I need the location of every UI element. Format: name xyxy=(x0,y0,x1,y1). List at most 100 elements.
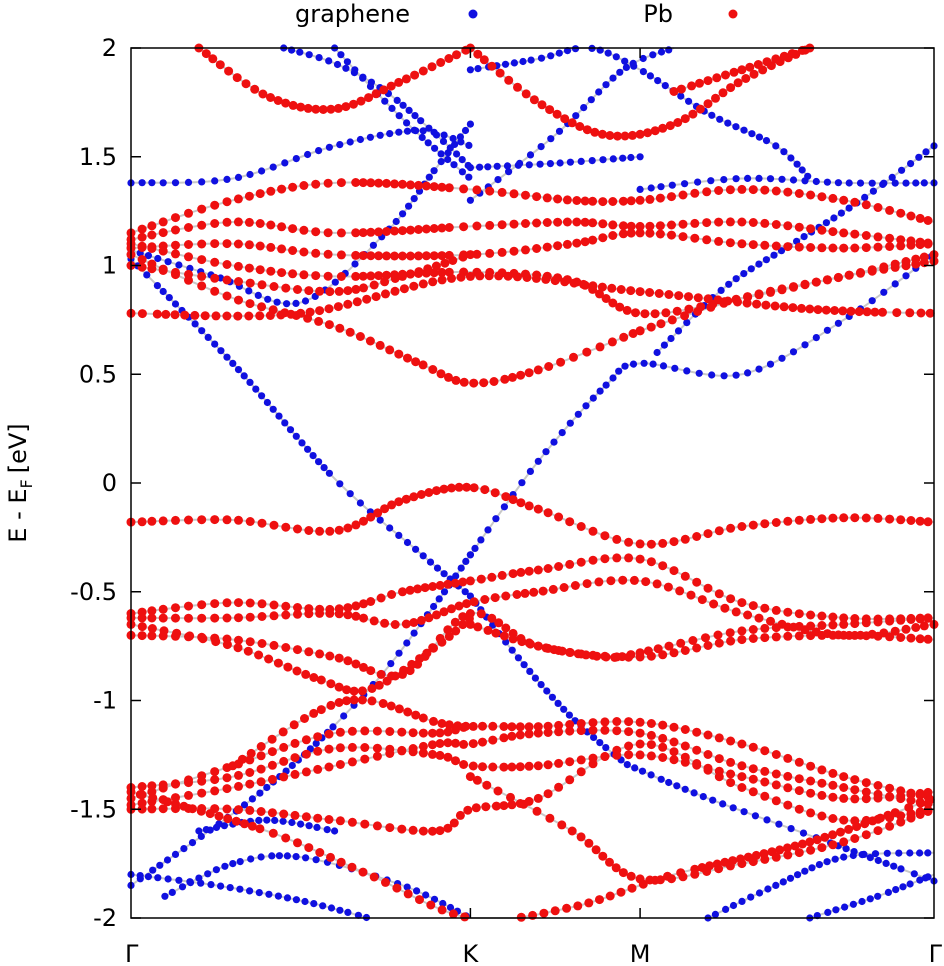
graphene-band-point xyxy=(446,903,455,912)
graphene-band-point xyxy=(246,378,254,386)
pb-band-point xyxy=(519,799,529,809)
pb-band-point xyxy=(408,825,418,835)
pb-band-point xyxy=(743,610,753,620)
pb-band-point xyxy=(290,753,300,763)
graphene-band-point xyxy=(403,119,411,127)
pb-band-point xyxy=(447,273,456,283)
graphene-band-point xyxy=(542,448,550,456)
pb-band-point xyxy=(437,251,447,261)
graphene-band-point xyxy=(526,467,535,475)
graphene-band-point xyxy=(778,175,786,183)
pb-band-point xyxy=(890,626,900,636)
pb-band-point xyxy=(582,125,592,135)
pb-band-point xyxy=(336,272,346,281)
pb-band-point xyxy=(366,271,376,281)
graphene-band-point xyxy=(596,387,604,395)
pb-band-point xyxy=(771,241,781,251)
pb-band-point xyxy=(465,576,475,586)
graphene-band-point xyxy=(354,911,362,919)
graphene-band-point xyxy=(922,148,930,156)
graphene-band-point xyxy=(315,147,323,155)
graphene-band-point xyxy=(649,51,657,59)
pb-band-point xyxy=(472,249,482,259)
pb-band-point xyxy=(753,60,763,69)
graphene-band-point xyxy=(458,156,466,164)
graphene-band-point xyxy=(336,141,344,149)
pb-band-point xyxy=(588,196,598,206)
y-axis: 21.510.50-0.5-1-1.5-2 xyxy=(70,34,934,932)
pb-band-point xyxy=(748,634,758,643)
pb-band-point xyxy=(653,644,663,654)
pb-band-point xyxy=(828,620,838,630)
pb-band-point xyxy=(435,728,445,738)
pb-band-point xyxy=(210,775,220,785)
pb-band-point xyxy=(428,365,438,374)
pb-band-point xyxy=(394,77,404,87)
pb-band-point xyxy=(485,248,495,258)
pb-band-point xyxy=(680,114,690,124)
pb-band-point xyxy=(690,869,700,879)
graphene-band-point xyxy=(683,367,691,375)
pb-band-point xyxy=(386,81,396,91)
pb-band-point xyxy=(684,292,693,302)
pb-band-point xyxy=(279,756,289,766)
pb-band-point xyxy=(411,357,421,367)
pb-band-point xyxy=(669,537,679,547)
graphene-band-point xyxy=(474,65,482,73)
pb-band-point xyxy=(224,66,234,76)
graphene-band-point xyxy=(188,839,197,847)
pb-band-point xyxy=(497,187,507,197)
graphene-band-point xyxy=(871,850,880,858)
pb-band-point xyxy=(550,906,560,916)
pb-band-point xyxy=(782,843,792,853)
graphene-band-point xyxy=(747,265,755,273)
graphene-band-point xyxy=(778,354,786,362)
pb-band-point xyxy=(336,178,346,188)
pb-band-point xyxy=(241,79,251,89)
pb-band-point xyxy=(324,304,334,314)
pb-band-point xyxy=(468,739,478,749)
pb-band-point xyxy=(676,84,686,94)
pb-band-point xyxy=(581,650,591,660)
graphene-band-point xyxy=(223,353,231,361)
pb-band-point xyxy=(524,566,534,576)
graphene-band-point xyxy=(292,432,300,440)
pb-band-point xyxy=(281,522,291,532)
pb-band-point xyxy=(646,322,656,332)
pb-band-point xyxy=(549,645,559,655)
pb-band-point xyxy=(245,517,255,526)
pb-band-point xyxy=(839,815,849,825)
pb-band-point xyxy=(385,727,395,736)
pb-band-point xyxy=(436,369,446,379)
graphene-band-point xyxy=(437,158,445,166)
pb-band-point xyxy=(714,754,724,764)
graphene-band-point xyxy=(537,681,545,689)
graphene-band-point xyxy=(457,564,465,572)
pb-band-point xyxy=(309,708,319,718)
pb-band-point xyxy=(137,232,147,242)
pb-band-point xyxy=(347,817,357,827)
pb-band-point xyxy=(324,320,334,330)
graphene-band-point xyxy=(707,177,715,185)
pb-band-point xyxy=(844,270,854,280)
pb-band-point xyxy=(811,277,821,287)
pb-band-point xyxy=(779,302,789,312)
graphene-band-point xyxy=(154,254,162,263)
pb-band-point xyxy=(646,740,656,750)
pb-band-point xyxy=(335,760,345,769)
pb-band-point xyxy=(901,624,911,634)
pb-band-point xyxy=(309,673,319,682)
pb-band-point xyxy=(806,190,816,200)
graphene-band-point xyxy=(418,133,426,142)
pb-band-point xyxy=(223,814,233,824)
pb-band-point xyxy=(817,843,827,853)
pb-band-point xyxy=(565,757,575,767)
pb-band-point xyxy=(184,601,193,611)
pb-band-point xyxy=(626,871,636,881)
pb-band-point xyxy=(222,784,232,794)
pb-band-point xyxy=(475,271,485,281)
graphene-band-point xyxy=(660,341,669,349)
pb-band-point xyxy=(315,649,325,659)
graphene-band-point xyxy=(356,499,364,507)
